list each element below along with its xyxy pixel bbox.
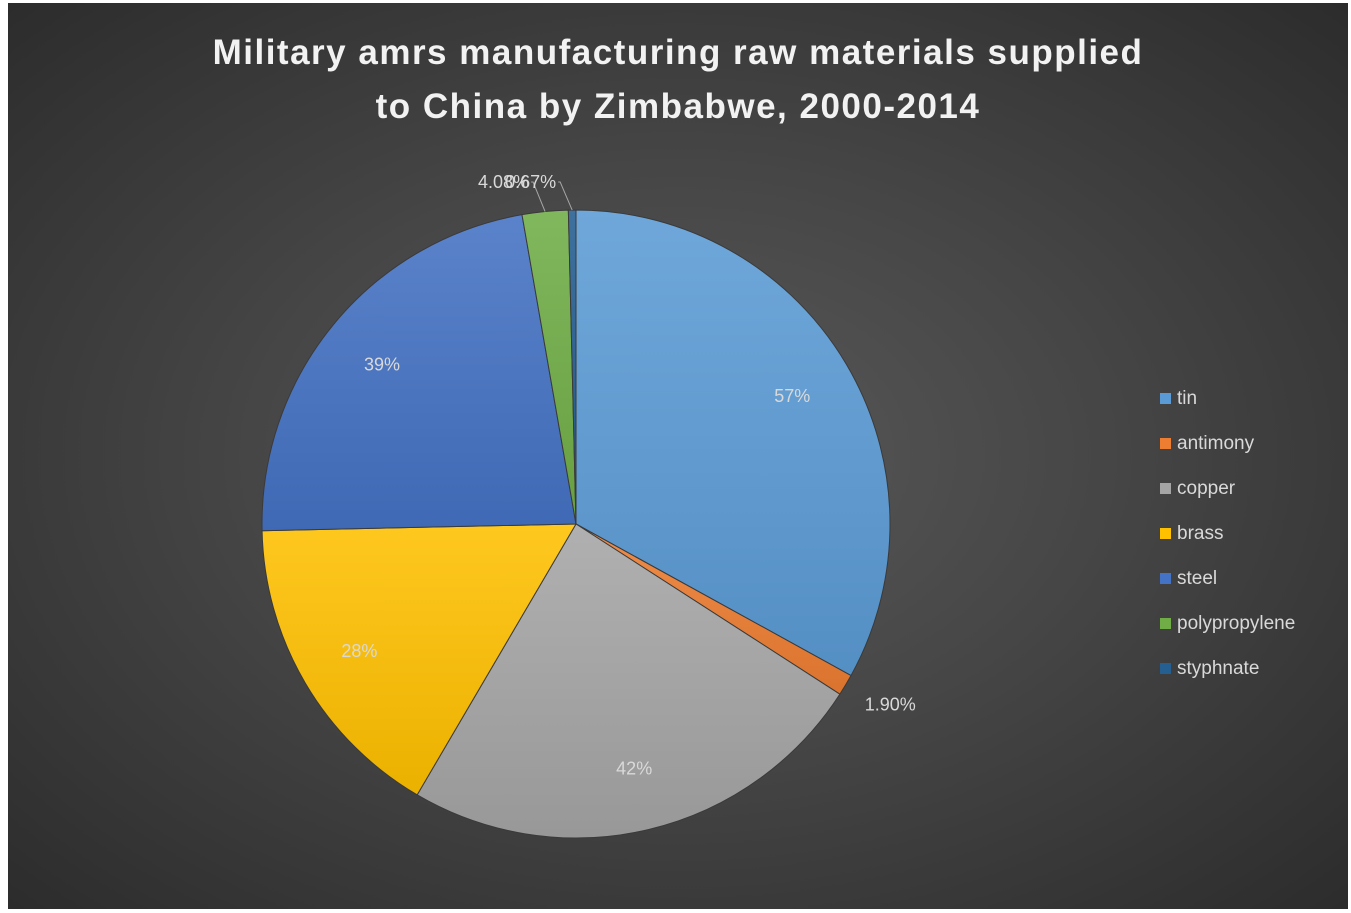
pie-slices [261,209,891,839]
data-label-polypropylene: 4.08% [478,172,529,192]
legend-label-styphnate: styphnate [1177,657,1260,679]
legend-swatch-brass [1160,528,1171,539]
legend-item-styphnate: styphnate [1160,646,1295,691]
legend: tin antimony copper brass steel polypropylene… [1160,376,1295,691]
chart-title-line-1: Military amrs manufacturing raw material… [212,33,1144,72]
legend-item-copper: copper [1160,466,1295,511]
legend-label-steel: steel [1177,567,1218,589]
leader-line-styphnate [558,181,573,211]
legend-label-antimony: antimony [1177,432,1255,454]
leader-line-polypropylene [531,181,546,212]
data-label-tin: 57% [774,386,810,406]
chart-area: Military amrs manufacturing raw material… [8,3,1348,909]
data-label-steel: 39% [364,354,400,374]
pie-slice-brass [261,523,577,796]
pie-slice-copper [416,523,841,839]
legend-swatch-copper [1160,483,1171,494]
data-label-styphnate: 0.67% [505,172,556,192]
legend-swatch-styphnate [1160,663,1171,674]
legend-item-tin: tin [1160,376,1295,421]
legend-label-brass: brass [1177,522,1224,544]
data-label-copper: 42% [616,758,652,778]
leader-lines [531,181,573,212]
legend-label-polypropylene: polypropylene [1177,612,1296,634]
legend-item-antimony: antimony [1160,421,1295,466]
chart-title-line-2: to China by Zimbabwe, 2000-2014 [375,87,981,126]
legend-swatch-antimony [1160,438,1171,449]
data-label-antimony: 1.90% [865,694,916,714]
legend-label-tin: tin [1177,387,1198,409]
pie-chart: 57% 1.90% 42% 28% 39% 4.08%0.67% [261,172,916,839]
legend-item-brass: brass [1160,511,1295,556]
legend-label-copper: copper [1177,477,1236,499]
data-label-brass: 28% [341,641,377,661]
pie-slice-tin [575,209,891,677]
legend-swatch-tin [1160,393,1171,404]
legend-swatch-polypropylene [1160,618,1171,629]
legend-item-polypropylene: polypropylene [1160,601,1295,646]
data-labels: 57% 1.90% 42% 28% 39% 4.08%0.67% [341,172,915,778]
legend-swatch-steel [1160,573,1171,584]
pie-slice-steel [261,214,577,532]
legend-item-steel: steel [1160,556,1295,601]
